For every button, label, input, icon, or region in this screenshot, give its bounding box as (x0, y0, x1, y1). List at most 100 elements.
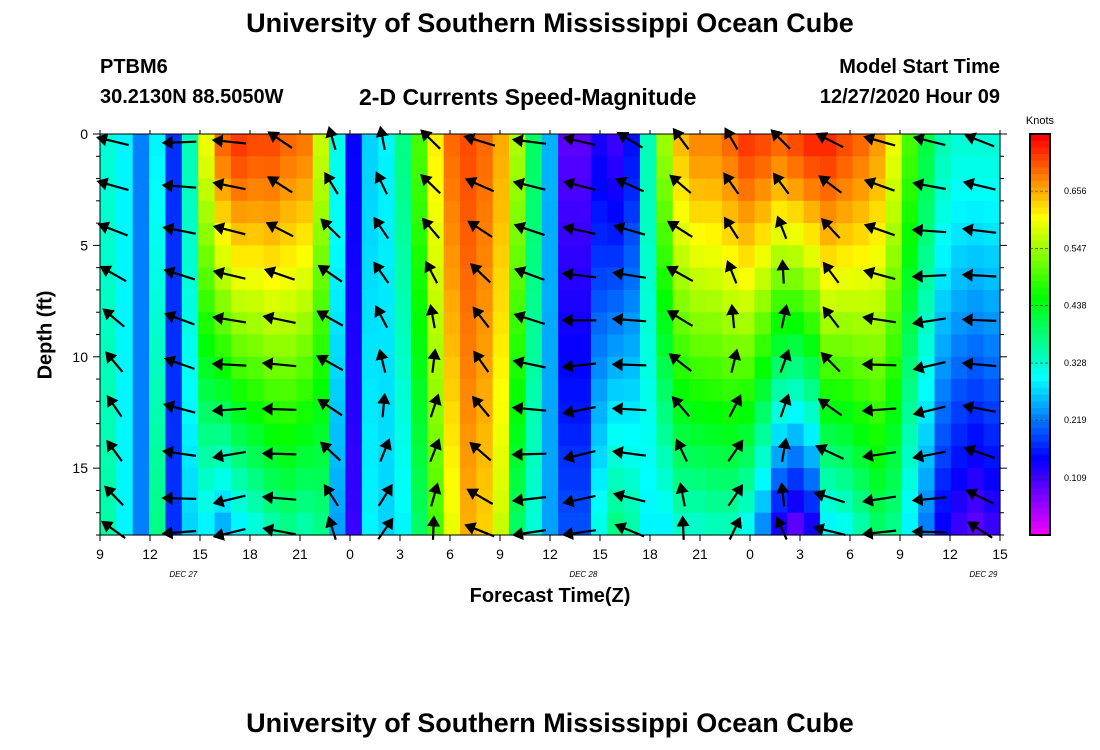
heatmap-cell (901, 356, 919, 380)
colorbar-swatch (1030, 267, 1050, 275)
heatmap-cell (852, 267, 870, 291)
velocity-arrow (962, 401, 996, 414)
heatmap-cell (394, 490, 412, 514)
heatmap-cell (116, 134, 134, 157)
heatmap-cell (492, 178, 510, 202)
heatmap-cell (198, 468, 216, 492)
heatmap-cell (721, 312, 739, 336)
heatmap-cell (378, 379, 396, 402)
heatmap-cell (607, 289, 625, 313)
heatmap-cell (901, 289, 919, 313)
heatmap-cell (705, 267, 723, 291)
heatmap-cell (525, 223, 543, 246)
velocity-arrow (774, 516, 788, 540)
heatmap-cell (705, 423, 723, 447)
heatmap-cell (787, 245, 805, 269)
heatmap-cell (378, 156, 396, 180)
velocity-arrow (912, 360, 946, 374)
heatmap-cell (198, 423, 216, 447)
heatmap-cell (214, 267, 232, 291)
heatmap-cell (770, 423, 788, 447)
heatmap-cell (623, 245, 641, 269)
heatmap-cell (640, 334, 657, 358)
velocity-arrow (676, 515, 690, 540)
heatmap-cell (525, 401, 543, 425)
colorbar-swatch (1030, 167, 1050, 175)
heatmap-cell (738, 401, 756, 425)
heatmap-cell (640, 512, 657, 536)
x-tick-label: 15 (192, 546, 208, 562)
heatmap-cell (770, 334, 788, 358)
heatmap-cell (460, 334, 477, 358)
velocity-arrow (161, 179, 197, 193)
heatmap-cell (394, 267, 412, 291)
colorbar-swatch (1030, 134, 1050, 142)
heatmap-cell (738, 178, 756, 202)
heatmap-cell (689, 178, 707, 202)
velocity-arrow (912, 315, 947, 329)
velocity-arrow (561, 268, 597, 282)
velocity-arrow (317, 264, 343, 283)
heatmap-cell (149, 468, 167, 492)
velocity-arrow (863, 133, 896, 147)
heatmap-cell (509, 468, 527, 492)
heatmap-cell (607, 401, 625, 425)
heatmap-cell (361, 156, 379, 180)
heatmap-cell (296, 312, 314, 336)
heatmap-cell (476, 423, 494, 447)
heatmap-cell (983, 289, 1001, 313)
heatmap-cell (918, 178, 936, 202)
heatmap-cell (901, 490, 919, 514)
velocity-arrow (961, 357, 997, 371)
velocity-arrow (212, 494, 246, 508)
heatmap-cell (378, 245, 396, 269)
heatmap-cell (934, 445, 952, 469)
heatmap-cell (820, 134, 837, 157)
velocity-arrow (611, 446, 647, 460)
heatmap-cell (640, 223, 657, 246)
heatmap-cell (410, 445, 428, 469)
colorbar-swatch (1030, 327, 1050, 336)
date-label: DEC 27 (169, 570, 198, 579)
heatmap-cell (214, 401, 232, 425)
heatmap-cell (247, 334, 265, 358)
heatmap-cell (509, 223, 527, 246)
heatmap-cell (901, 512, 919, 536)
colorbar-swatch (1030, 501, 1050, 509)
heatmap-cell (640, 245, 657, 269)
heatmap-cell (869, 445, 887, 469)
colorbar-tick-label: 0.656 (1064, 186, 1087, 196)
heatmap-cell (967, 312, 985, 336)
heatmap-cell (149, 423, 167, 447)
heatmap-cell (509, 200, 527, 224)
heatmap-cell (934, 356, 952, 380)
velocity-arrow (261, 357, 297, 371)
heatmap-cell (427, 401, 445, 425)
heatmap-cell (705, 512, 723, 536)
heatmap-cell (983, 401, 1001, 425)
colorbar-tick-label: 0.547 (1064, 243, 1087, 253)
heatmap-cell (754, 379, 772, 402)
velocity-arrow (373, 261, 390, 284)
heatmap-cell (918, 267, 936, 291)
velocity-arrow (911, 269, 947, 283)
heatmap-cell (149, 289, 167, 313)
heatmap-cell (165, 356, 183, 380)
heatmap-cell (918, 223, 936, 246)
heatmap-cell (443, 468, 461, 492)
heatmap-cell (885, 512, 903, 536)
heatmap-cell (689, 289, 707, 313)
heatmap-cell (770, 468, 788, 492)
heatmap-cell (820, 490, 837, 514)
y-tick-label: 5 (80, 237, 88, 253)
heatmap-cell (329, 468, 347, 492)
heatmap-cell (689, 468, 707, 492)
heatmap-cell (934, 223, 952, 246)
heatmap-cell (116, 401, 134, 425)
heatmap-cell (689, 312, 707, 336)
heatmap-cell (165, 468, 183, 492)
heatmap-cell (590, 401, 608, 425)
colorbar-swatch (1030, 488, 1050, 496)
heatmap-cell (378, 334, 396, 358)
heatmap-cell (901, 156, 919, 180)
